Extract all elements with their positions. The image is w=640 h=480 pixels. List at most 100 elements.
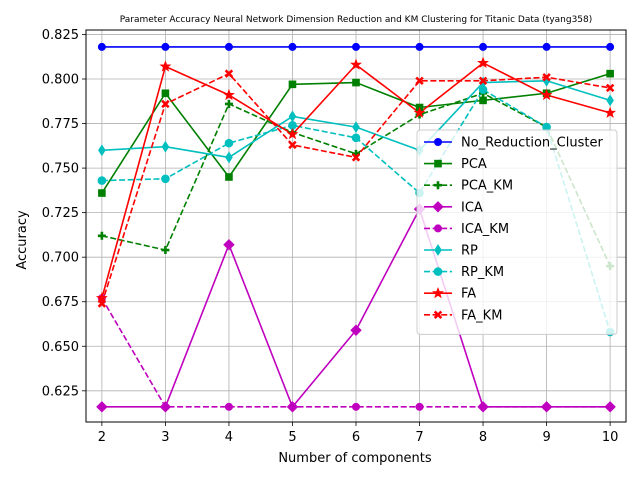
point-pca xyxy=(288,80,297,89)
point-ica-km xyxy=(161,402,170,411)
point-ica-km xyxy=(224,402,233,411)
legend-marker-pca-km xyxy=(434,181,442,190)
point-fa-km xyxy=(224,69,234,78)
series-line-ica-km xyxy=(101,297,611,408)
point-fa-km xyxy=(351,153,361,162)
point-pca xyxy=(606,69,614,78)
legend-marker-no-reduction-cluster xyxy=(434,138,442,146)
legend-marker-rp-km xyxy=(433,267,443,276)
point-ica-km xyxy=(606,402,615,411)
legend-label-pca-km: PCA_KM xyxy=(461,179,513,194)
x-tick-label: 10 xyxy=(602,430,619,445)
point-no-reduction-cluster xyxy=(288,42,297,51)
point-ica xyxy=(350,324,362,336)
point-fa-km xyxy=(478,76,488,86)
point-fa-km xyxy=(542,72,551,82)
point-pca xyxy=(161,89,170,98)
point-fa-km xyxy=(161,99,170,109)
y-tick-label: 0.675 xyxy=(42,295,79,310)
legend-label-rp: RP xyxy=(461,244,478,259)
legend-label-ica: ICA xyxy=(461,200,483,215)
point-fa xyxy=(477,56,489,69)
legend-label-rp-km: RP_KM xyxy=(461,265,504,280)
x-axis-label: Number of components xyxy=(278,451,432,466)
point-rp xyxy=(352,121,360,134)
point-pca-km xyxy=(97,231,106,240)
point-no-reduction-cluster xyxy=(97,42,106,51)
point-rp xyxy=(161,140,170,153)
y-tick-label: 0.750 xyxy=(42,162,79,177)
x-tick-label: 3 xyxy=(161,430,169,445)
point-no-reduction-cluster xyxy=(415,42,424,51)
point-fa-km xyxy=(415,76,424,86)
point-fa xyxy=(223,88,235,101)
legend-label-fa-km: FA_KM xyxy=(461,308,502,323)
point-pca xyxy=(352,78,360,87)
point-rp xyxy=(98,144,106,157)
point-fa xyxy=(95,291,108,304)
y-axis: 0.625 0.650 0.675 0.700 0.725 0.750 0.775 0.800… xyxy=(42,28,86,399)
legend-marker-fa-km xyxy=(433,310,443,320)
legend-label-pca: PCA xyxy=(461,157,487,172)
x-tick-label: 6 xyxy=(352,430,360,445)
legend-marker-rp xyxy=(434,244,442,256)
legend-marker-pca xyxy=(434,159,442,168)
point-pca xyxy=(98,189,106,197)
y-tick-label: 0.725 xyxy=(42,206,79,221)
point-fa xyxy=(604,106,617,118)
x-tick-label: 2 xyxy=(98,430,106,445)
point-no-reduction-cluster xyxy=(224,42,233,51)
x-axis: 2 3 4 5 6 7 8 9 10 xyxy=(98,422,619,445)
point-ica xyxy=(96,401,108,413)
legend-item-rp: RP xyxy=(424,244,478,259)
point-ica-km xyxy=(352,402,360,411)
legend-marker-ica xyxy=(432,201,444,213)
x-tick-label: 9 xyxy=(542,430,550,445)
y-axis-label: Accuracy xyxy=(15,210,30,270)
point-pca-km xyxy=(224,99,233,108)
legend-item-fa: FA xyxy=(424,287,476,302)
point-no-reduction-cluster xyxy=(161,42,170,51)
x-tick-label: 4 xyxy=(225,430,233,445)
legend-marker-ica-km xyxy=(434,224,442,233)
point-pca-km xyxy=(161,246,170,255)
point-no-reduction-cluster xyxy=(606,42,615,51)
point-no-reduction-cluster xyxy=(479,42,488,51)
legend: No_Reduction_Cluster PCA PCA_KM ICA ICA_KM RP… xyxy=(416,129,618,335)
point-no-reduction-cluster xyxy=(542,42,551,51)
legend-label-no-reduction-cluster: No_Reduction_Cluster xyxy=(461,136,603,151)
point-rp-km xyxy=(161,174,170,184)
point-fa-km xyxy=(605,83,615,93)
y-tick-label: 0.775 xyxy=(42,117,79,132)
point-fa xyxy=(350,58,362,70)
legend-item-no-reduction-cluster: No_Reduction_Cluster xyxy=(424,136,603,151)
point-fa xyxy=(159,60,172,72)
y-tick-label: 0.650 xyxy=(42,340,79,355)
point-rp-km xyxy=(224,138,234,148)
point-fa xyxy=(413,106,426,118)
point-pca xyxy=(479,96,487,105)
series-line-pca-km xyxy=(101,92,611,267)
chart-title: Parameter Accuracy Neural Network Dimens… xyxy=(120,15,593,25)
point-no-reduction-cluster xyxy=(352,42,360,51)
x-tick-label: 5 xyxy=(288,430,296,445)
point-ica-km xyxy=(479,402,488,411)
point-fa xyxy=(540,88,553,101)
point-ica-km xyxy=(542,402,551,411)
point-rp-km xyxy=(351,133,361,143)
point-rp-km xyxy=(97,176,107,185)
x-tick-label: 8 xyxy=(479,430,487,445)
legend-item-ica: ICA xyxy=(424,200,483,215)
legend-item-rp-km: RP_KM xyxy=(424,265,504,280)
point-rp-km xyxy=(478,85,488,94)
point-rp xyxy=(606,94,614,107)
point-rp xyxy=(225,151,233,164)
y-tick-label: 0.700 xyxy=(42,251,79,266)
y-tick-label: 0.825 xyxy=(42,28,79,43)
legend-label-ica-km: ICA_KM xyxy=(461,222,509,237)
point-fa-km xyxy=(97,299,107,308)
y-tick-label: 0.800 xyxy=(42,73,79,88)
point-fa xyxy=(286,127,299,140)
legend-box xyxy=(416,129,618,335)
